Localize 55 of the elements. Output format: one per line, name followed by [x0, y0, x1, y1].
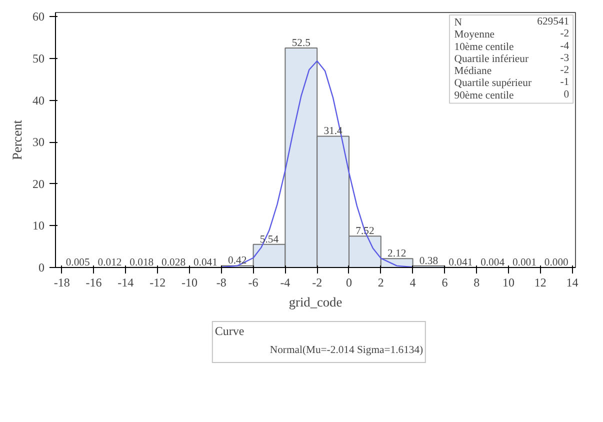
x-tick-label: -6 — [248, 276, 258, 290]
x-tick-label: -10 — [181, 276, 198, 290]
data-label: 0.38 — [419, 256, 438, 267]
annotation: 629541 — [537, 16, 570, 28]
annotation: -1 — [560, 77, 570, 88]
x-tick-label: 2 — [378, 276, 384, 290]
data-label: 0.041 — [193, 257, 218, 268]
data-label: 0.000 — [544, 258, 568, 268]
x-tick-label: 6 — [442, 276, 448, 290]
annotation: -2 — [560, 28, 570, 40]
x-tick-label: -12 — [150, 276, 166, 290]
data-label: 0.005 — [66, 257, 90, 268]
x-tick-label: 8 — [474, 276, 480, 290]
x-tick-label: 0 — [346, 276, 352, 290]
x-tick-label: -2 — [312, 276, 322, 290]
y-tick-label: 40 — [32, 93, 44, 108]
data-label: 0.041 — [448, 257, 473, 268]
y-tick-label: 30 — [32, 135, 44, 150]
annotation: N — [454, 18, 462, 29]
x-tick-label: -14 — [118, 276, 134, 290]
annotation: Moyenne — [454, 30, 495, 41]
x-axis-title: grid_code — [288, 294, 342, 310]
y-tick-label: 60 — [32, 10, 44, 24]
annotation: Quartile inférieur — [454, 54, 529, 65]
annotation: 0 — [564, 89, 570, 100]
annotation: Médiane — [454, 66, 492, 78]
annotation: Quartile supérieur — [454, 78, 532, 90]
data-label: 0.004 — [480, 257, 506, 268]
y-tick-label: 50 — [32, 51, 44, 66]
data-label: 0.42 — [228, 256, 247, 267]
x-tick-label: 10 — [502, 276, 515, 290]
x-tick-label: 14 — [566, 276, 578, 290]
annotation: -4 — [560, 40, 570, 52]
x-tick-label: -16 — [86, 276, 102, 290]
data-label: 0.028 — [162, 257, 186, 268]
text: Normal(Mu=-2.014 Sigma=1.6134) — [270, 344, 424, 356]
annotation: -3 — [560, 52, 570, 64]
x-tick-label: 12 — [534, 276, 546, 290]
data-label: 0.018 — [130, 257, 154, 268]
y-axis-title: Percent — [10, 120, 24, 160]
x-tick-label: -8 — [216, 276, 226, 290]
annotation: -2 — [560, 65, 570, 76]
y-tick-label: 20 — [32, 176, 44, 191]
annotation: 90ème centile — [454, 90, 514, 102]
data-label: 0.012 — [98, 257, 122, 268]
data-label: 2.12 — [388, 248, 406, 260]
y-tick-label: 0 — [38, 260, 44, 274]
annotation: 10ème centile — [454, 42, 514, 53]
legend-title: Curve — [214, 324, 246, 339]
data-label: 0.001 — [512, 257, 536, 268]
data-label: 52.5 — [292, 38, 310, 50]
y-tick-label: 10 — [32, 218, 44, 233]
x-tick-label: -18 — [54, 276, 70, 290]
x-tick-label: 4 — [410, 276, 416, 290]
x-tick-label: -4 — [280, 276, 290, 290]
